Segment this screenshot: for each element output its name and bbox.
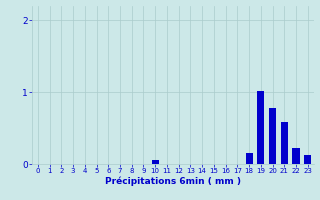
Bar	[304, 155, 311, 164]
X-axis label: Précipitations 6min ( mm ): Précipitations 6min ( mm )	[105, 177, 241, 186]
Bar	[269, 108, 276, 164]
Bar	[257, 91, 264, 164]
Bar	[292, 148, 300, 164]
Bar	[281, 122, 288, 164]
Bar	[245, 153, 252, 164]
Bar	[152, 160, 159, 164]
